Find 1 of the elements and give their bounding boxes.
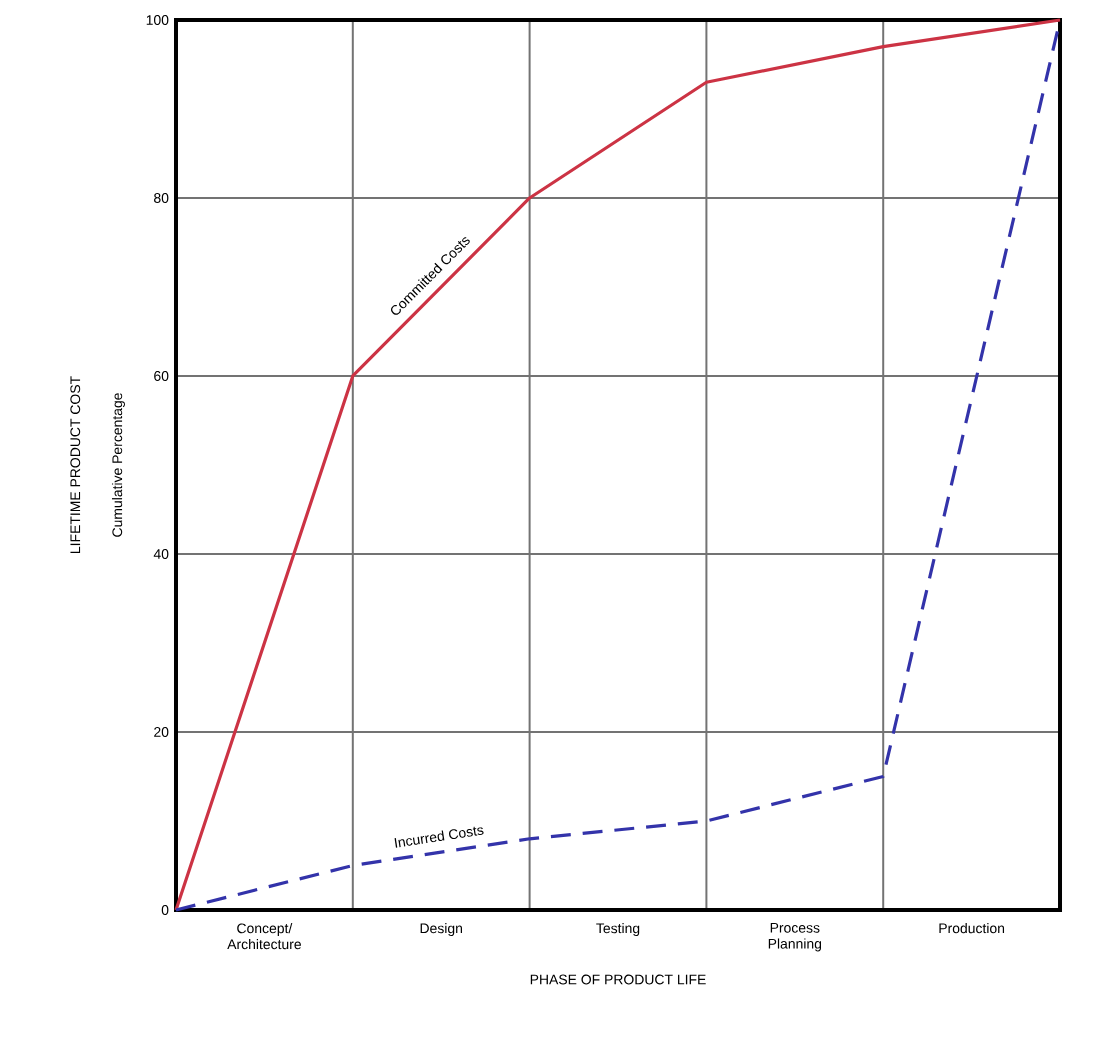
line-series	[174, 18, 1062, 912]
